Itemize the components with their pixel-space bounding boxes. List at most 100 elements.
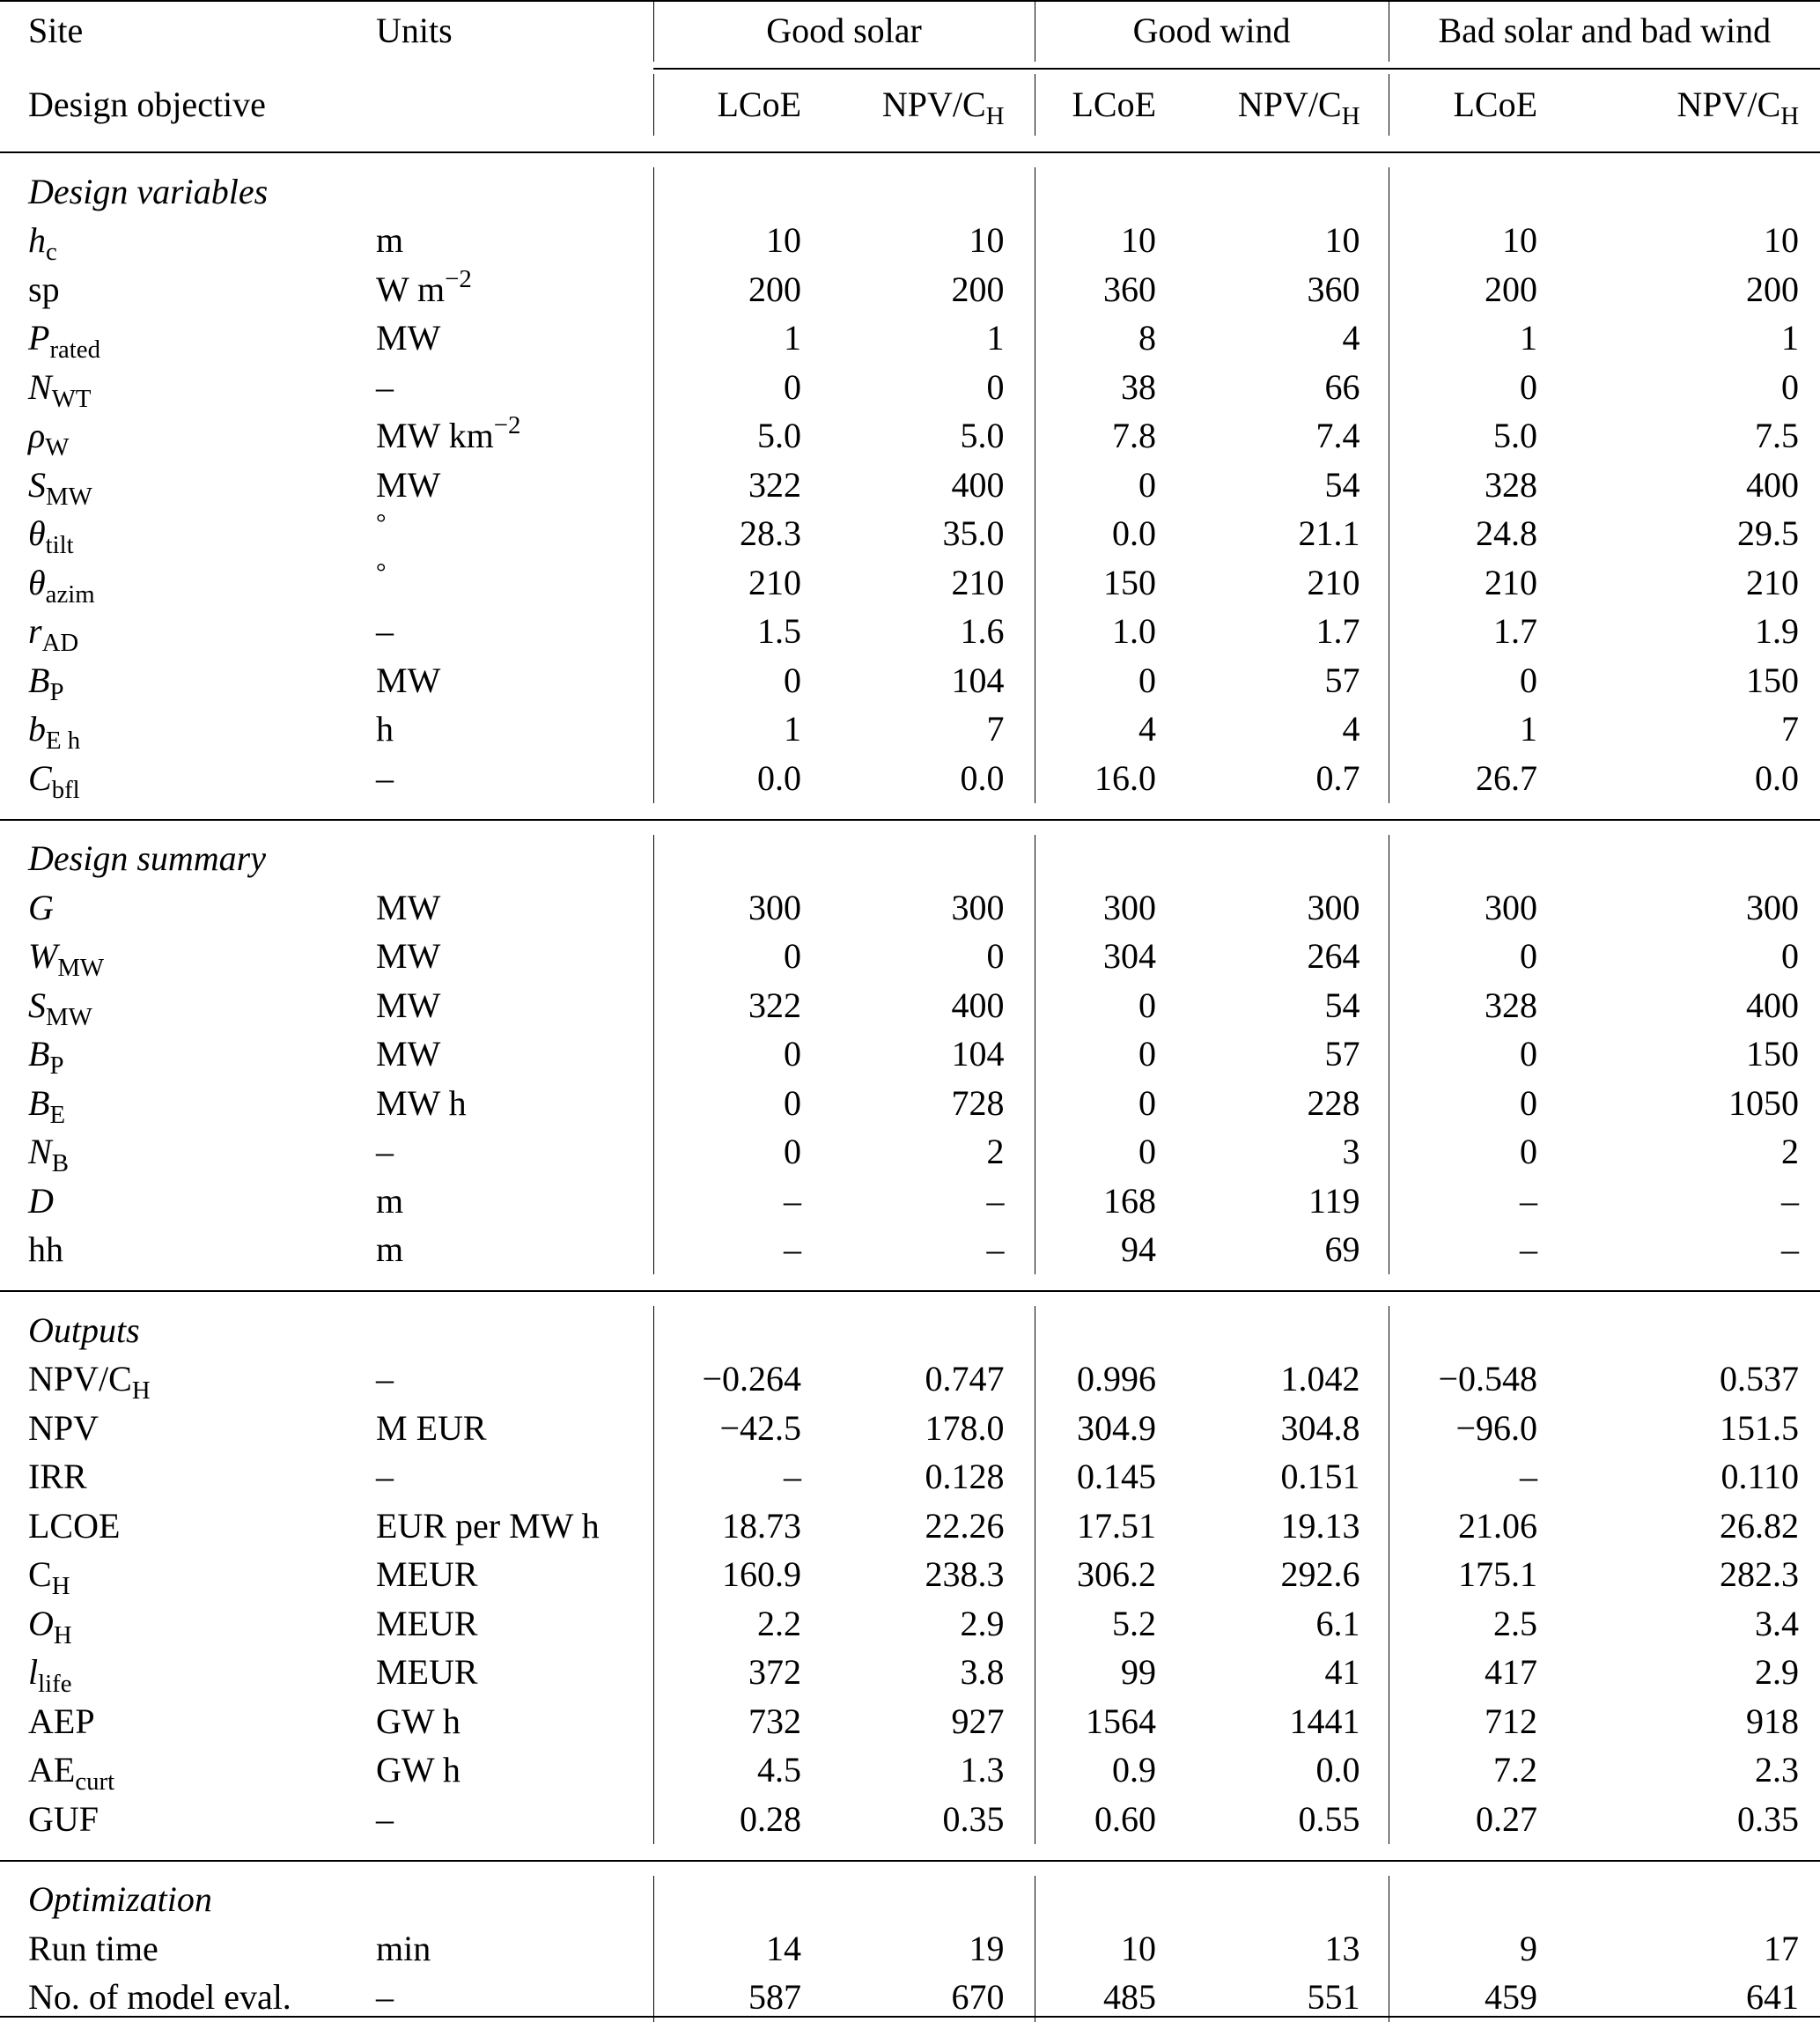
table-cell: 0.110 xyxy=(1552,1453,1820,1502)
objective-text: NPV/C xyxy=(882,85,986,124)
row-symbol: GUF xyxy=(28,1799,99,1839)
table-cell: – xyxy=(1552,1226,1820,1275)
table-cell: 0.537 xyxy=(1552,1355,1820,1405)
row-label: Run time xyxy=(0,1924,376,1974)
row-unit: – xyxy=(376,1974,653,2022)
row-unit: MW h xyxy=(376,1079,653,1128)
unit-text: W m xyxy=(376,269,445,309)
objective-subscript: H xyxy=(1342,102,1360,130)
table-cell: 300 xyxy=(1552,883,1820,933)
row-unit: MW xyxy=(376,314,653,364)
table-cell: 35.0 xyxy=(815,510,1035,559)
table-cell: 200 xyxy=(815,265,1035,314)
table-cell: 210 xyxy=(815,558,1035,608)
table-cell: 0.35 xyxy=(815,1795,1035,1844)
objective-header: LCoE xyxy=(653,74,815,136)
table-cell: 0 xyxy=(1389,656,1552,705)
row-label: SMW xyxy=(0,981,376,1030)
row-subscript: rated xyxy=(49,336,100,364)
table-cell: 400 xyxy=(815,981,1035,1030)
table-cell: 3.8 xyxy=(815,1649,1035,1698)
table-cell: 1 xyxy=(653,314,815,364)
table-cell: 2.3 xyxy=(1552,1746,1820,1796)
row-symbol: NPV xyxy=(28,1408,99,1448)
objective-text: NPV/C xyxy=(1676,85,1780,124)
objective-header: LCoE xyxy=(1035,74,1171,136)
row-symbol: l xyxy=(28,1652,38,1692)
table-cell: 0 xyxy=(1389,1128,1552,1177)
table-cell: 927 xyxy=(815,1697,1035,1746)
row-symbol: G xyxy=(28,888,54,927)
row-label: θazim xyxy=(0,558,376,608)
row-symbol: B xyxy=(28,660,49,700)
row-subscript: bfl xyxy=(52,776,80,804)
row-subscript: H xyxy=(52,1572,70,1600)
row-label: NPV/CH xyxy=(0,1355,376,1405)
table-cell: 0.0 xyxy=(815,754,1035,803)
section-rule xyxy=(0,136,1820,167)
row-label: SMW xyxy=(0,461,376,510)
table-cell: 3 xyxy=(1171,1128,1389,1177)
table-cell: 10 xyxy=(1035,217,1171,266)
table-cell: 459 xyxy=(1389,1974,1552,2022)
unit-text: M EUR xyxy=(376,1408,487,1448)
table-cell: 10 xyxy=(1035,1924,1171,1974)
table-cell: 1.0 xyxy=(1035,608,1171,657)
row-unit: MW xyxy=(376,461,653,510)
table-cell: 0 xyxy=(1552,363,1820,412)
row-symbol: sp xyxy=(28,269,60,309)
row-unit: – xyxy=(376,608,653,657)
table-cell: 0.996 xyxy=(1035,1355,1171,1405)
table-cell: 0 xyxy=(653,656,815,705)
table-cell: 99 xyxy=(1035,1649,1171,1698)
table-cell: 210 xyxy=(1389,558,1552,608)
table-cell: 41 xyxy=(1171,1649,1389,1698)
table-cell: 0.35 xyxy=(1552,1795,1820,1844)
row-symbol: No. of model eval. xyxy=(28,1977,291,2017)
row-symbol: S xyxy=(28,985,46,1025)
table-cell: 175.1 xyxy=(1389,1551,1552,1600)
objective-header: NPV/CH xyxy=(1171,74,1389,136)
table-cell: 0 xyxy=(1035,461,1171,510)
row-unit: ° xyxy=(376,558,653,608)
table-cell: 5.0 xyxy=(1389,412,1552,461)
bottom-rule xyxy=(0,2016,1820,2018)
table-cell: 0.60 xyxy=(1035,1795,1171,1844)
table-cell: 2 xyxy=(1552,1128,1820,1177)
table-cell: 21.1 xyxy=(1171,510,1389,559)
table-cell: 1.6 xyxy=(815,608,1035,657)
table-cell: 17 xyxy=(1552,1924,1820,1974)
table-cell: 4 xyxy=(1171,705,1389,755)
table-cell: 57 xyxy=(1171,656,1389,705)
table-cell: 4 xyxy=(1035,705,1171,755)
table-cell: 9 xyxy=(1389,1924,1552,1974)
unit-superscript: ° xyxy=(376,558,387,587)
row-symbol: S xyxy=(28,465,46,505)
table-cell: 0.28 xyxy=(653,1795,815,1844)
row-label: AEP xyxy=(0,1697,376,1746)
table-cell: 417 xyxy=(1389,1649,1552,1698)
unit-text: MW xyxy=(376,465,440,505)
row-subscript: life xyxy=(38,1670,71,1698)
objective-header: NPV/CH xyxy=(815,74,1035,136)
table-cell: 485 xyxy=(1035,1974,1171,2022)
unit-text: EUR per MW h xyxy=(376,1506,600,1546)
row-label: NWT xyxy=(0,363,376,412)
table-cell: 38 xyxy=(1035,363,1171,412)
table-cell: 587 xyxy=(653,1974,815,2022)
row-symbol: W xyxy=(28,936,57,976)
table-cell: 1 xyxy=(1389,705,1552,755)
table-cell: 670 xyxy=(815,1974,1035,2022)
row-symbol: C xyxy=(28,1554,52,1594)
row-subscript: MW xyxy=(57,954,104,982)
table-cell: 300 xyxy=(1035,883,1171,933)
table-cell: 300 xyxy=(1389,883,1552,933)
table-cell: 19 xyxy=(815,1924,1035,1974)
table-cell: 1441 xyxy=(1171,1697,1389,1746)
row-unit: ° xyxy=(376,510,653,559)
